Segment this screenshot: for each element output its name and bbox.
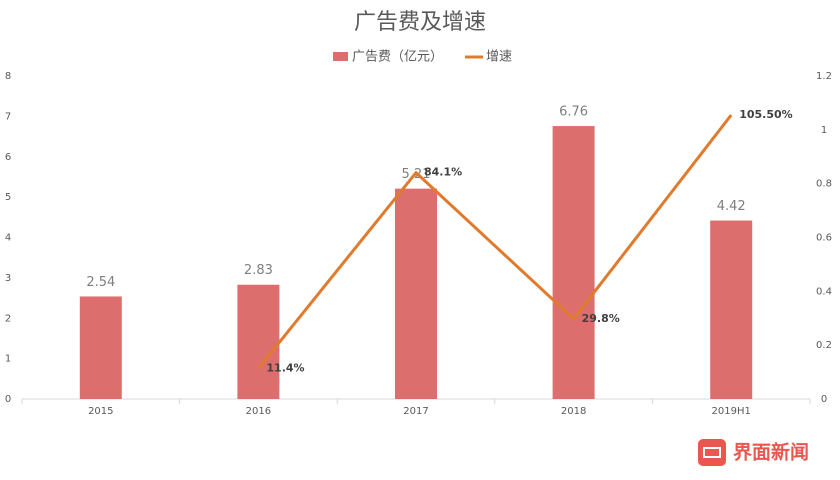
data-label: 84.1%	[424, 166, 462, 179]
watermark-icon-inner	[703, 447, 721, 458]
y-tick-label: 7	[5, 111, 11, 122]
legend-label: 增速	[486, 50, 512, 65]
y2-tick-label: 0.6	[816, 233, 832, 244]
data-label: 4.42	[717, 199, 746, 214]
data-label: 29.8%	[582, 312, 620, 325]
y2-tick-label: 1.2	[816, 71, 832, 82]
legend-label: 广告费（亿元）	[352, 50, 443, 65]
y2-tick-label: 0	[821, 394, 827, 405]
y-tick-label: 0	[5, 394, 11, 405]
bar	[552, 126, 595, 399]
y-tick-label: 4	[5, 233, 11, 244]
bar	[79, 296, 122, 399]
y-tick-label: 6	[5, 152, 11, 163]
y2-tick-label: 0.2	[816, 340, 832, 351]
y-tick-label: 8	[5, 71, 11, 82]
data-label: 2.54	[86, 275, 115, 290]
legend-swatch	[333, 52, 348, 61]
chart-title: 广告费及增速	[354, 10, 486, 35]
line	[257, 114, 733, 370]
x-tick-label: 2015	[88, 406, 113, 417]
y2-tick-label: 0.4	[816, 286, 832, 297]
data-label: 105.50%	[739, 108, 792, 121]
x-tick-label: 2016	[246, 406, 271, 417]
y2-tick-label: 0.8	[816, 179, 832, 190]
data-label: 2.83	[244, 263, 273, 278]
bar	[237, 284, 280, 399]
data-label: 6.76	[559, 105, 588, 120]
watermark-text: 界面新闻	[733, 441, 809, 464]
watermark-icon	[698, 439, 726, 466]
bar	[710, 220, 753, 399]
x-tick-label: 2018	[561, 406, 586, 417]
bar	[395, 188, 437, 399]
data-label: 11.4%	[266, 361, 304, 374]
x-tick-label: 2017	[403, 406, 428, 417]
watermark: 界面新闻	[698, 439, 809, 466]
y-tick-label: 2	[5, 313, 11, 324]
y2-tick-label: 1	[821, 125, 827, 136]
x-tick-label: 2019H1	[712, 406, 751, 417]
y-tick-label: 1	[5, 354, 11, 365]
y-tick-label: 3	[5, 273, 11, 284]
y-tick-label: 5	[5, 192, 11, 203]
